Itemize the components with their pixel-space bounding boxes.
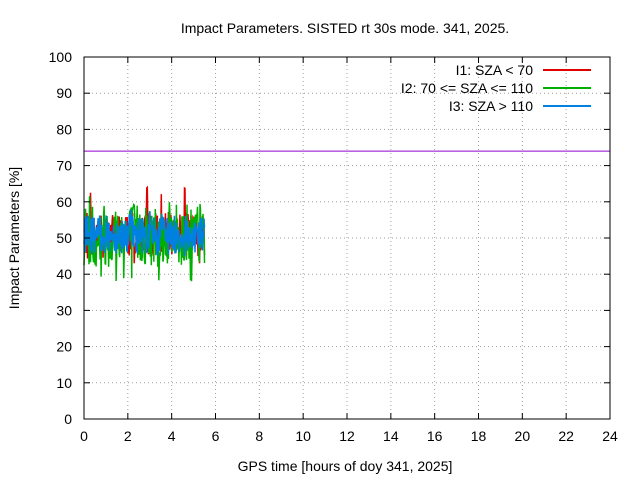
x-tick-label: 10 (295, 428, 311, 444)
x-tick-label: 16 (427, 428, 443, 444)
y-tick-label: 10 (56, 375, 72, 391)
x-tick-label: 0 (80, 428, 88, 444)
legend-label-i3: I3: SZA > 110 (449, 98, 533, 114)
x-tick-label: 20 (515, 428, 531, 444)
x-tick-label: 18 (471, 428, 487, 444)
y-tick-label: 40 (56, 266, 72, 282)
legend: I1: SZA < 70 I2: 70 <= SZA <= 110 I3: SZ… (401, 62, 591, 114)
y-tick-label: 70 (56, 158, 72, 174)
x-tick-label: 22 (558, 428, 574, 444)
series-layer (83, 185, 206, 282)
x-tick-label: 4 (168, 428, 176, 444)
x-tick-label: 2 (124, 428, 132, 444)
x-tick-label: 12 (339, 428, 355, 444)
x-tick-label: 14 (383, 428, 399, 444)
y-tick-label: 90 (56, 85, 72, 101)
x-tick-label: 6 (212, 428, 220, 444)
y-axis-label: Impact Parameters [%] (6, 167, 22, 309)
y-tick-label: 20 (56, 339, 72, 355)
x-tick-label: 8 (255, 428, 263, 444)
x-axis-label: GPS time [hours of doy 341, 2025] (238, 458, 453, 474)
x-tick-label: 24 (602, 428, 618, 444)
y-tick-label: 100 (49, 49, 73, 65)
y-tick-label: 0 (64, 411, 72, 427)
series-line-i3 (83, 209, 206, 257)
y-tick-label: 50 (56, 230, 72, 246)
y-tick-label: 80 (56, 121, 72, 137)
y-tick-label: 30 (56, 302, 72, 318)
legend-label-i2: I2: 70 <= SZA <= 110 (401, 80, 533, 96)
y-tick-label: 60 (56, 194, 72, 210)
legend-label-i1: I1: SZA < 70 (456, 62, 534, 78)
chart-title: Impact Parameters. SISTED rt 30s mode. 3… (181, 20, 509, 36)
series-line-i2 (83, 196, 206, 282)
axis-ticks: 0 2 4 6 8 10 12 14 16 18 20 22 240102030405060708090… (49, 49, 618, 444)
